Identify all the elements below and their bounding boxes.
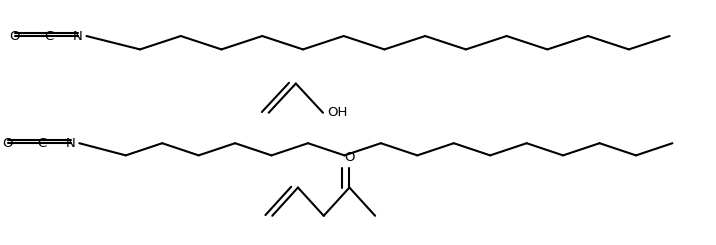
Text: N: N (66, 137, 76, 150)
Text: C: C (37, 137, 47, 150)
Text: C: C (44, 29, 54, 43)
Text: OH: OH (327, 106, 348, 119)
Text: O: O (10, 29, 20, 43)
Text: N: N (73, 29, 83, 43)
Text: O: O (3, 137, 13, 150)
Text: O: O (344, 151, 354, 164)
